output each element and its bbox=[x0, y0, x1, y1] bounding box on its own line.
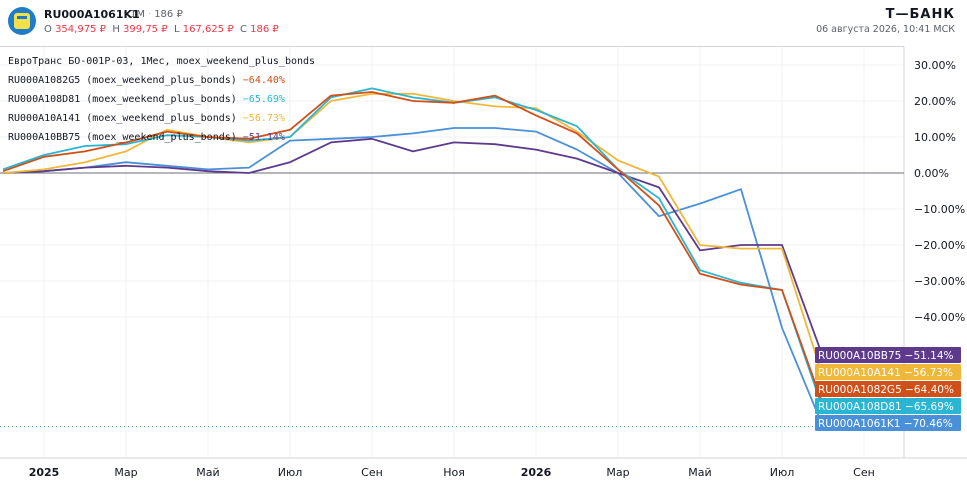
logo-shield-icon bbox=[14, 13, 30, 29]
low-value: 167,625 ₽ bbox=[182, 24, 234, 35]
y-tick-label: −20.00% bbox=[914, 239, 965, 252]
high-value: 399,75 ₽ bbox=[123, 24, 168, 35]
x-tick-label: Июл bbox=[770, 466, 795, 479]
axis-badge-label: RU000A10A141 −56.73% bbox=[818, 367, 953, 379]
legend-series-label: RU000A10BB75 (moex_weekend_plus_bonds) bbox=[8, 132, 237, 143]
x-tick-label: Май bbox=[196, 466, 219, 479]
y-tick-label: 30.00% bbox=[914, 59, 956, 72]
x-tick-label: Мар bbox=[114, 466, 137, 479]
ticker-symbol[interactable]: RU000A1061K1 bbox=[44, 8, 140, 21]
series-line-RU000A1061K1[interactable] bbox=[2, 127, 824, 428]
x-tick-label: Июл bbox=[278, 466, 303, 479]
close-key: C bbox=[239, 24, 247, 35]
legend-item-RU000A108D81[interactable]: RU000A108D81 (moex_weekend_plus_bonds) −6… bbox=[8, 90, 315, 109]
legend-series-label: RU000A108D81 (moex_weekend_plus_bonds) bbox=[8, 94, 237, 105]
y-tick-label: −40.00% bbox=[914, 311, 965, 324]
axis-badge-RU000A1082G5: RU000A1082G5 −64.40% bbox=[815, 381, 961, 397]
open-key: O bbox=[44, 24, 52, 35]
legend-title: ЕвроТранс БО-001Р-03, 1Мес, moex_weekend… bbox=[8, 56, 316, 67]
legend-series-value: −65.69% bbox=[242, 94, 285, 105]
last-value: 186 ₽ bbox=[154, 9, 183, 20]
ohlc-values: O 354,975 ₽ H 399,75 ₽ L 167,625 ₽ C 186… bbox=[44, 24, 279, 35]
chart-frame bbox=[0, 46, 904, 459]
axis-badge-RU000A108D81: RU000A108D81 −65.69% bbox=[815, 398, 961, 414]
bank-logo-icon bbox=[8, 7, 36, 35]
legend-series-value: −56.73% bbox=[242, 113, 285, 124]
x-tick-label: Мар bbox=[606, 466, 629, 479]
interval[interactable]: 1M bbox=[130, 9, 145, 20]
legend-item-RU000A10BB75[interactable]: RU000A10BB75 (moex_weekend_plus_bonds) −5… bbox=[8, 128, 315, 147]
legend-series-value: −64.40% bbox=[242, 75, 285, 86]
open-value: 354,975 ₽ bbox=[55, 24, 106, 35]
series-line-RU000A10BB75[interactable] bbox=[2, 137, 824, 358]
legend-series-label: RU000A10A141 (moex_weekend_plus_bonds) bbox=[8, 113, 237, 124]
chart-datetime: 06 августа 2026, 10:41 МСК bbox=[816, 24, 955, 35]
y-tick-label: 0.00% bbox=[914, 167, 949, 180]
low-key: L bbox=[173, 24, 180, 35]
chart-header: RU000A1061K1 1M · 186 ₽ O 354,975 ₽ H 399,… bbox=[0, 0, 967, 44]
y-tick-label: 10.00% bbox=[914, 131, 956, 144]
axis-badge-label: RU000A10BB75 −51.14% bbox=[818, 350, 954, 362]
legend-item-RU000A1082G5[interactable]: RU000A1082G5 (moex_weekend_plus_bonds) −6… bbox=[8, 71, 315, 90]
legend-series-value: −51.14% bbox=[242, 132, 285, 143]
high-key: H bbox=[112, 24, 120, 35]
legend-item-RU000A10A141[interactable]: RU000A10A141 (moex_weekend_plus_bonds) −5… bbox=[8, 109, 315, 128]
series-line-RU000A1082G5[interactable] bbox=[2, 91, 824, 406]
interval-info: 1M · 186 ₽ bbox=[130, 9, 183, 20]
axis-badge-label: RU000A1082G5 −64.40% bbox=[818, 384, 954, 396]
series-line-RU000A10A141[interactable] bbox=[2, 92, 824, 378]
y-tick-label: −10.00% bbox=[914, 203, 965, 216]
axis-badge-RU000A1061K1: RU000A1061K1 −70.46% bbox=[815, 415, 961, 431]
x-tick-label: 2026 bbox=[521, 466, 552, 479]
axis-badge-RU000A10BB75: RU000A10BB75 −51.14% bbox=[815, 347, 961, 363]
series-line-RU000A108D81[interactable] bbox=[2, 87, 824, 410]
axis-badge-label: RU000A1061K1 −70.46% bbox=[818, 418, 953, 430]
close-value: 186 ₽ bbox=[250, 24, 279, 35]
x-tick-label: Сен bbox=[853, 466, 875, 479]
x-tick-label: Май bbox=[688, 466, 711, 479]
axis-badge-label: RU000A108D81 −65.69% bbox=[818, 401, 954, 413]
legend-series-label: RU000A1082G5 (moex_weekend_plus_bonds) bbox=[8, 75, 237, 86]
y-tick-label: −30.00% bbox=[914, 275, 965, 288]
brand-name: Т—БАНК bbox=[885, 7, 955, 22]
axis-badge-RU000A10A141: RU000A10A141 −56.73% bbox=[815, 364, 961, 380]
x-tick-label: 2025 bbox=[29, 466, 60, 479]
y-tick-label: 20.00% bbox=[914, 95, 956, 108]
x-tick-label: Сен bbox=[361, 466, 383, 479]
x-tick-label: Ноя bbox=[443, 466, 465, 479]
chart-legend: ЕвроТранс БО-001Р-03, 1Мес, moex_weekend… bbox=[8, 52, 315, 147]
